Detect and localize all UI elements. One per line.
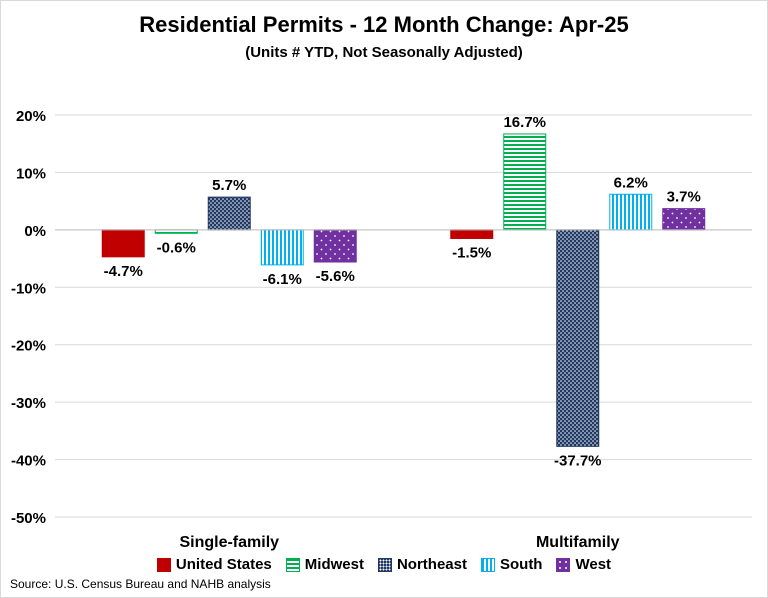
bar-midwest-single-family [154,229,198,234]
data-labels: -4.7% -0.6% 5.7% -6.1% -5.6% -1.5% 16.7% -37.7%… [104,114,701,469]
y-tick-label: -20% [11,338,46,355]
y-tick-label: -50% [11,510,46,527]
legend-swatch [377,557,392,572]
data-label: -4.7% [104,263,143,280]
axes: 20% 10% 0% -10% -20% -30% -40% -50% Single-famil… [11,108,752,551]
bar-south-multifamily [609,193,653,231]
legend-swatch [480,557,495,572]
data-label: 6.2% [614,174,648,191]
data-label: -0.6% [157,239,196,256]
chart-subtitle: (Units # YTD, Not Seasonally Adjusted) [245,44,523,61]
data-label: 3.7% [667,189,701,206]
y-tick-label: 10% [16,165,46,182]
legend-label: South [499,556,543,573]
data-label: -5.6% [316,268,355,285]
data-label: -6.1% [263,271,302,288]
legend-swatch [285,557,300,572]
y-tick-label: -30% [11,395,46,412]
x-category-label: Multifamily [536,534,620,551]
bar-midwest-multifamily [503,133,547,231]
source-note: Source: U.S. Census Bureau and NAHB anal… [10,577,271,591]
legend-swatch [156,557,171,572]
legend-item-south: South [480,556,543,573]
bar-west-multifamily [662,208,706,231]
bar-west-single-family [313,229,357,263]
bar-united-states-multifamily [450,229,494,239]
legend-label: Midwest [304,556,364,573]
y-tick-label: -10% [11,280,46,297]
data-label: 5.7% [212,177,246,194]
legend-label: United States [175,556,272,573]
data-label: -1.5% [452,244,491,261]
bar-united-states-single-family [101,229,145,258]
data-label: -37.7% [554,452,602,469]
legend-label: West [575,556,612,573]
y-tick-label: -40% [11,453,46,470]
legend-label: Northeast [396,556,467,573]
bar-northeast-single-family [207,196,251,231]
y-tick-label: 0% [24,223,46,240]
data-label: 16.7% [503,114,546,131]
legend-item-northeast: Northeast [377,556,467,573]
bar-south-single-family [260,229,304,266]
chart-title: Residential Permits - 12 Month Change: A… [139,12,629,37]
legend-item-united-states: United States [156,556,272,573]
legend: United States Midwest Northeast South West [0,556,768,573]
legend-item-midwest: Midwest [285,556,364,573]
x-category-label: Single-family [179,534,279,551]
legend-swatch [556,557,571,572]
bar-northeast-multifamily [556,229,600,447]
legend-item-west: West [556,556,611,573]
y-tick-label: 20% [16,108,46,125]
